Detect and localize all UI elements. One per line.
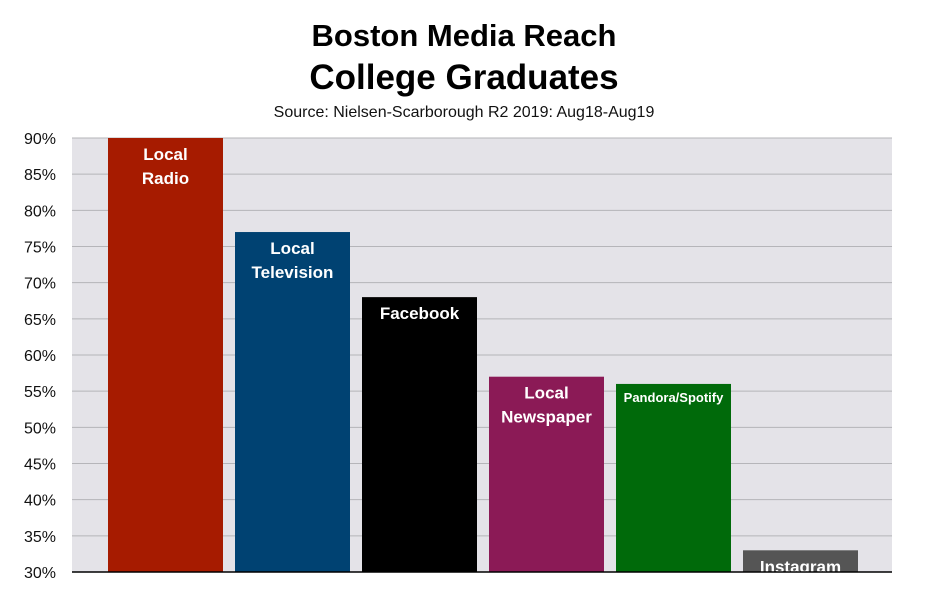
y-tick-label: 65% <box>24 312 56 329</box>
y-tick-label: 40% <box>24 493 56 510</box>
bar-label: Radio <box>142 169 189 188</box>
bar-label: Instagram <box>760 557 841 576</box>
y-tick-label: 35% <box>24 529 56 546</box>
chart-subtitle: College Graduates <box>309 58 619 97</box>
bar-group: Pandora/Spotify <box>616 383 731 572</box>
bar-label: Facebook <box>380 304 460 323</box>
bar-group: Local Radio <box>108 138 223 572</box>
bar-group: Facebook <box>362 297 477 572</box>
bars: Local Radio Local Television Facebook Local Ne… <box>108 138 858 576</box>
y-tick-label: 70% <box>24 276 56 293</box>
bar <box>108 138 223 572</box>
y-tick-label: 80% <box>24 203 56 220</box>
y-tick-label: 90% <box>24 131 56 148</box>
bar-label: Television <box>252 263 334 282</box>
bar-label: Local <box>524 384 568 403</box>
y-tick-label: 45% <box>24 457 56 474</box>
y-tick-label: 85% <box>24 167 56 184</box>
y-tick-label: 50% <box>24 420 56 437</box>
bar-label: Pandora/Spotify <box>624 390 724 405</box>
y-tick-label: 30% <box>24 565 56 582</box>
bar <box>743 550 858 572</box>
y-tick-label: 75% <box>24 240 56 257</box>
bar <box>489 376 604 572</box>
bar-group: Local Television <box>235 232 350 573</box>
bar <box>362 297 477 572</box>
bar-group: Local Newspaper <box>489 376 604 572</box>
bar <box>616 383 731 572</box>
bar-label: Local <box>143 145 187 164</box>
y-axis: 90% 85% 80% 75% 70% 65% 60% 55% 50% 45% 40% 35% 30% <box>24 131 56 582</box>
bar <box>235 232 350 573</box>
y-tick-label: 55% <box>24 384 56 401</box>
bar-label: Local <box>270 239 314 258</box>
bar-label: Newspaper <box>501 408 592 427</box>
y-tick-label: 60% <box>24 348 56 365</box>
chart-title: Boston Media Reach <box>311 18 617 53</box>
chart-source: Source: Nielsen-Scarborough R2 2019: Aug… <box>273 104 655 121</box>
